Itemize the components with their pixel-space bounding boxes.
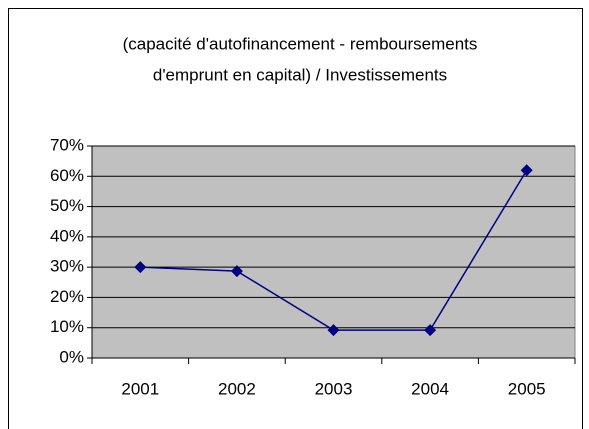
chart-title-line: (capacité d'autofinancement - remboursem… — [123, 34, 478, 53]
y-tick-label: 0% — [59, 347, 84, 366]
x-tick-label: 2002 — [218, 379, 256, 398]
x-tick-label: 2004 — [411, 379, 449, 398]
y-tick-label: 20% — [50, 287, 84, 306]
data-point — [327, 324, 340, 337]
x-tick-label: 2003 — [315, 379, 353, 398]
x-tick-label: 2005 — [508, 379, 546, 398]
y-tick-label: 60% — [50, 166, 84, 185]
chart-title-line: d'emprunt en capital) / Investissements — [153, 65, 447, 84]
data-point — [520, 164, 533, 177]
y-tick-label: 10% — [50, 317, 84, 336]
data-point — [230, 265, 243, 278]
data-point — [134, 261, 147, 274]
plot-area — [91, 145, 576, 359]
data-point — [424, 324, 437, 337]
y-tick-label: 40% — [50, 226, 84, 245]
x-tick-label: 2001 — [121, 379, 159, 398]
y-tick-label: 50% — [50, 196, 84, 215]
y-tick-label: 30% — [50, 257, 84, 276]
y-tick-label: 70% — [50, 135, 84, 154]
